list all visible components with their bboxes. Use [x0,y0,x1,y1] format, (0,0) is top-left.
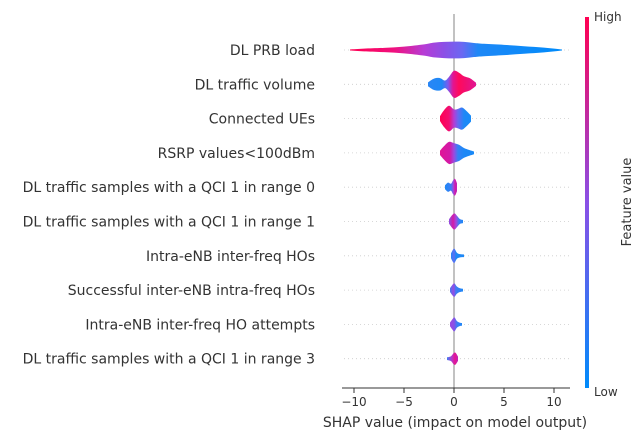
feature-label-10: DL traffic samples with a QCI 1 in range… [23,352,315,368]
x-axis: −10 −5 0 5 10 [341,387,570,409]
feature-label-6: DL traffic samples with a QCI 1 in range… [23,215,315,231]
feature-label-8: Successful inter-eNB intra-freq HOs [68,283,315,299]
colorbar-title: Feature value [620,158,635,247]
violin-10 [447,352,458,365]
colorbar-gradient [585,17,589,388]
x-tick-label: 5 [500,395,508,409]
violin-5 [445,178,457,196]
x-tick-label: 10 [546,395,561,409]
violins [350,41,562,365]
violin-6 [449,213,463,230]
x-tick-label: −5 [395,395,413,409]
colorbar-high-label: High [594,10,622,24]
feature-label-2: DL traffic volume [195,77,315,93]
feature-label-5: DL traffic samples with a QCI 1 in range… [23,180,315,196]
violin-4 [440,141,474,165]
feature-labels: DL PRB load DL traffic volume Connected UE… [23,43,315,368]
x-axis-title: SHAP value (impact on model output) [323,415,587,431]
feature-label-7: Intra-eNB inter-freq HOs [146,249,315,265]
colorbar-low-label: Low [594,385,618,399]
feature-label-1: DL PRB load [230,43,315,59]
violin-7 [451,248,464,264]
feature-label-4: RSRP values<100dBm [158,146,315,162]
colorbar: High Low Feature value [585,10,635,399]
feature-label-3: Connected UEs [209,112,315,128]
violin-2 [428,70,476,98]
x-tick-label: 0 [450,395,458,409]
violin-1 [350,41,562,59]
violin-8 [450,283,463,298]
violin-9 [450,317,462,332]
x-tick-label: −10 [341,395,366,409]
feature-label-9: Intra-eNB inter-freq HO attempts [85,317,315,333]
violin-3 [440,105,471,132]
